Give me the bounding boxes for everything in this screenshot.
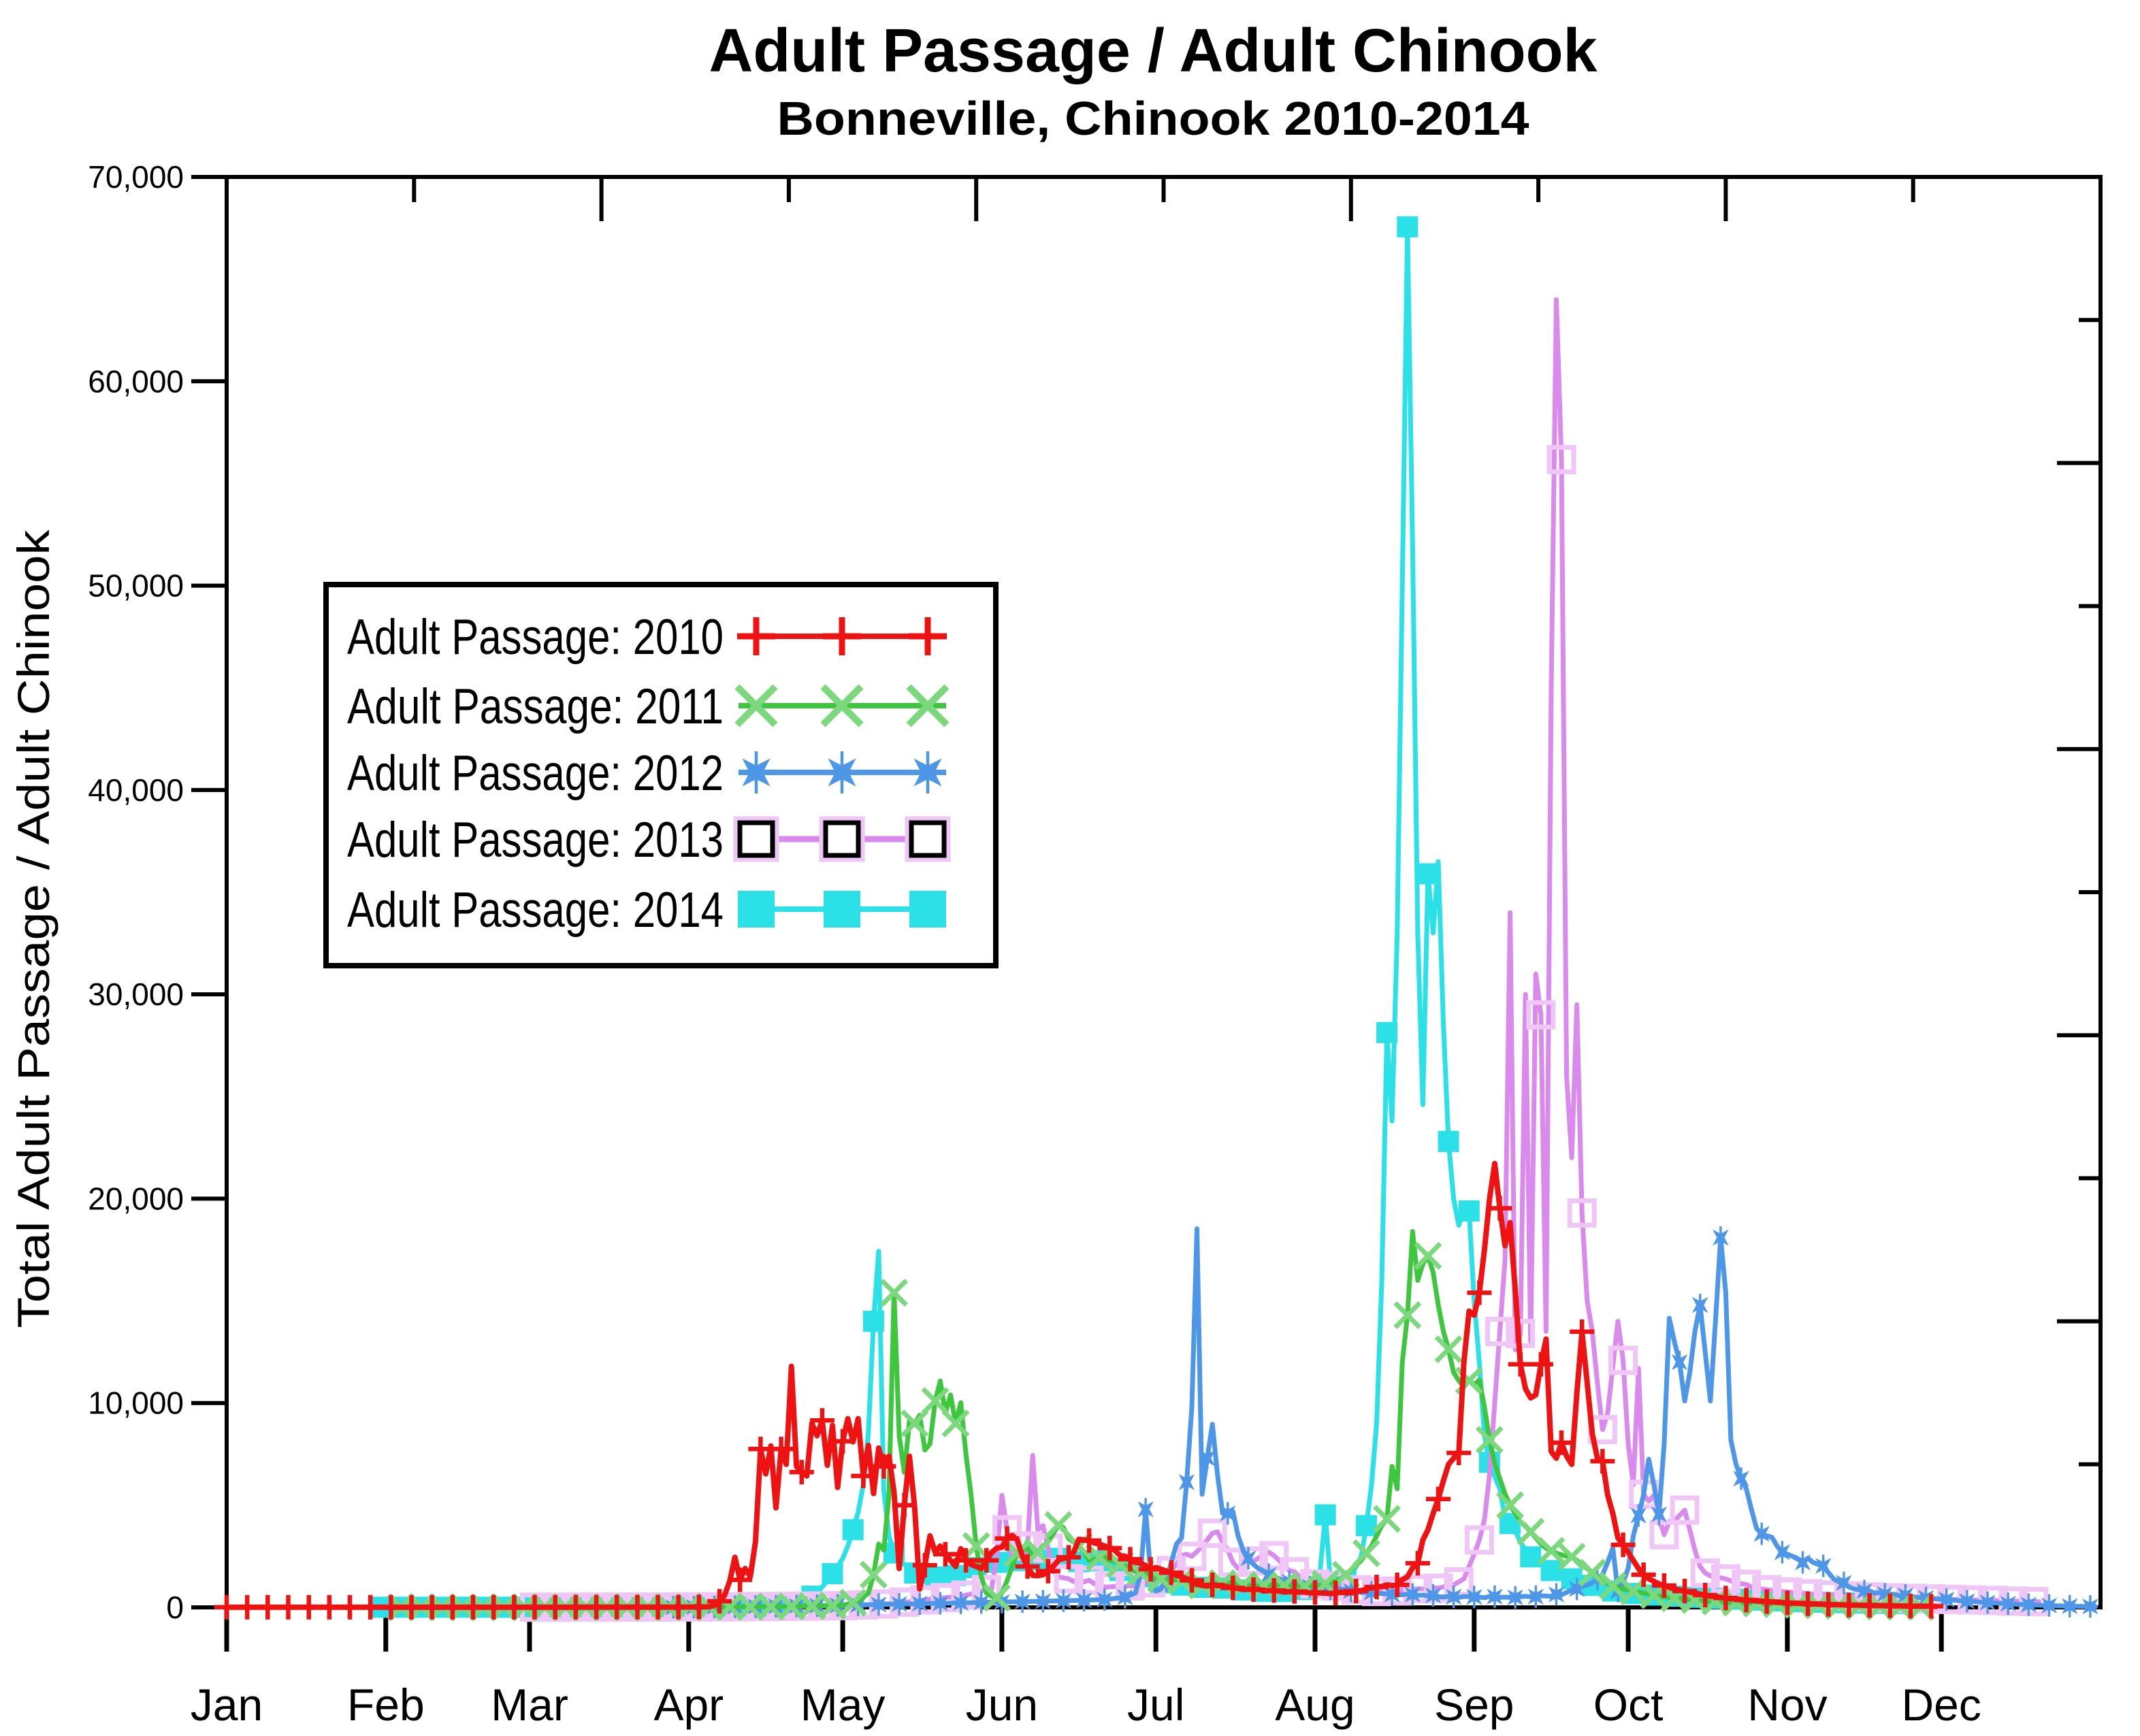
svg-text:70,000: 70,000 <box>88 159 184 195</box>
svg-text:Jun: Jun <box>966 1680 1038 1730</box>
svg-text:40,000: 40,000 <box>88 772 184 808</box>
svg-text:Adult Passage / Adult Chinook: Adult Passage / Adult Chinook <box>709 17 1598 85</box>
svg-text:0: 0 <box>166 1590 184 1625</box>
svg-text:Total Adult Passage / Adult Ch: Total Adult Passage / Adult Chinook <box>8 529 59 1328</box>
svg-text:Oct: Oct <box>1593 1680 1664 1730</box>
svg-text:60,000: 60,000 <box>88 363 184 399</box>
svg-text:May: May <box>800 1680 886 1730</box>
svg-text:10,000: 10,000 <box>88 1386 184 1421</box>
svg-text:Sep: Sep <box>1434 1680 1514 1730</box>
svg-text:Dec: Dec <box>1902 1680 1981 1730</box>
svg-text:Adult Passage: 2014: Adult Passage: 2014 <box>347 883 724 938</box>
svg-text:Nov: Nov <box>1747 1680 1827 1730</box>
svg-text:Adult Passage: 2010: Adult Passage: 2010 <box>347 610 724 665</box>
svg-text:Feb: Feb <box>347 1680 425 1730</box>
svg-text:Adult Passage: 2013: Adult Passage: 2013 <box>347 813 724 868</box>
svg-text:30,000: 30,000 <box>88 977 184 1012</box>
svg-text:50,000: 50,000 <box>88 568 184 604</box>
svg-text:Bonneville, Chinook 2010-2014: Bonneville, Chinook 2010-2014 <box>777 92 1529 145</box>
svg-text:Aug: Aug <box>1275 1680 1355 1730</box>
svg-text:Jan: Jan <box>191 1680 263 1730</box>
svg-text:Apr: Apr <box>653 1680 724 1730</box>
svg-text:Jul: Jul <box>1127 1680 1184 1730</box>
svg-text:Adult Passage: 2012: Adult Passage: 2012 <box>347 746 724 801</box>
svg-text:20,000: 20,000 <box>88 1181 184 1216</box>
svg-text:Mar: Mar <box>491 1680 568 1730</box>
svg-text:Adult Passage: 2011: Adult Passage: 2011 <box>347 679 724 734</box>
